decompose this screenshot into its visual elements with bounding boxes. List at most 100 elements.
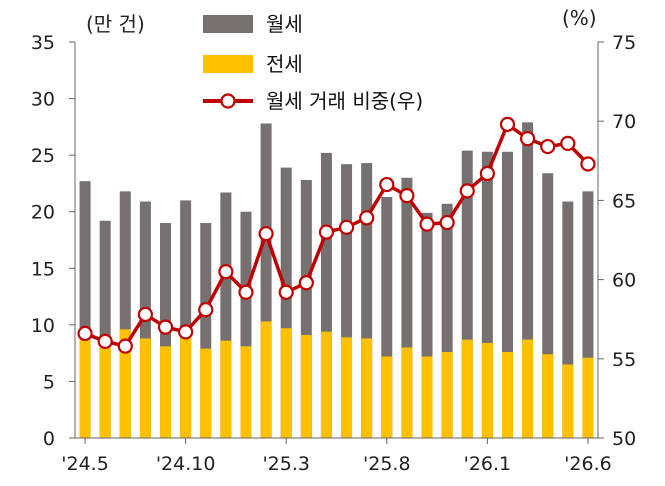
bar-monthly-rent — [501, 151, 513, 438]
bar-jeonse — [562, 364, 574, 438]
bar-jeonse — [320, 331, 332, 438]
bar-jeonse — [542, 354, 554, 438]
left-axis-tick-label: 30 — [31, 89, 55, 111]
left-axis-tick-label: 25 — [31, 145, 55, 167]
bar-jeonse — [300, 335, 312, 438]
right-axis-tick-label: 65 — [612, 190, 636, 212]
bar-monthly-rent — [381, 197, 393, 438]
bar-jeonse — [401, 347, 413, 438]
x-axis-tick-label: '26.6 — [564, 453, 612, 475]
bar-jeonse — [522, 339, 534, 438]
legend: 월세 전세 월세 거래 비중(우) — [203, 12, 423, 113]
bar-jeonse — [200, 348, 212, 438]
left-axis-tick-label: 35 — [31, 32, 55, 54]
right-axis-unit: (%) — [562, 6, 597, 30]
bar-jeonse — [119, 329, 131, 438]
left-axis-tick-label: 5 — [43, 371, 55, 393]
share-line-point — [97, 333, 113, 349]
left-axis-tick-label: 0 — [43, 428, 55, 450]
right-axis-tick-label: 55 — [612, 349, 636, 371]
bar-jeonse — [361, 338, 373, 438]
x-axis-tick-label: '26.1 — [464, 453, 512, 475]
share-line-point — [399, 188, 415, 204]
legend-label-monthly: 월세 — [266, 12, 303, 36]
share-line-point — [137, 306, 154, 323]
bar-jeonse — [260, 321, 272, 438]
bar-jeonse — [441, 352, 453, 438]
bar-monthly-rent — [260, 123, 272, 438]
bar-jeonse — [582, 357, 594, 438]
bar-monthly-rent — [542, 173, 554, 438]
share-line-point — [359, 210, 375, 226]
bar-monthly-rent — [481, 151, 493, 438]
bar-monthly-rent — [320, 152, 332, 438]
share-line-point — [439, 214, 455, 231]
bar-jeonse — [341, 337, 353, 438]
right-axis-tick-label: 60 — [612, 270, 636, 292]
bar-monthly-rent — [119, 191, 131, 438]
left-axis-tick-label: 15 — [31, 258, 55, 280]
axes: 0 5 10 15 20 25 30 35 50 55 60 65 70 75 '24.5 '24.10 '25… — [31, 32, 636, 475]
share-line-point — [379, 176, 395, 193]
bar-jeonse — [79, 328, 91, 438]
share-line-point — [519, 131, 536, 147]
share-line-point — [479, 165, 495, 182]
bar-monthly-rent — [582, 191, 594, 438]
bar-jeonse — [461, 339, 473, 438]
share-line-point — [178, 324, 194, 340]
bar-jeonse — [501, 352, 513, 438]
share-line-point — [580, 156, 596, 172]
bar-jeonse — [481, 342, 493, 438]
bar-monthly-rent — [341, 164, 353, 439]
legend-swatch-share-marker — [220, 93, 236, 109]
bar-jeonse — [139, 338, 151, 438]
bar-monthly-rent — [401, 177, 413, 438]
legend-swatch-jeonse — [203, 55, 253, 73]
series-monthly-rent-bars — [79, 122, 594, 439]
share-line-point — [278, 284, 294, 300]
share-line-point — [258, 226, 274, 242]
share-line-point — [238, 284, 254, 300]
right-axis-tick-label: 50 — [612, 428, 636, 450]
share-line-point — [77, 325, 93, 342]
x-axis-tick-label: '25.8 — [363, 453, 411, 475]
share-line-point — [218, 264, 234, 280]
bar-monthly-rent — [99, 220, 111, 438]
share-line-point — [419, 216, 435, 232]
x-axis-tick-label: '24.10 — [156, 453, 216, 475]
share-line-point — [117, 338, 133, 354]
x-axis-tick-label: '24.5 — [61, 453, 109, 475]
share-line-point — [560, 135, 576, 151]
legend-label-jeonse: 전세 — [266, 52, 303, 76]
bar-monthly-rent — [240, 211, 252, 438]
right-axis-tick-label: 75 — [612, 32, 636, 54]
bar-jeonse — [99, 336, 111, 438]
left-axis-tick-label: 10 — [31, 315, 55, 337]
share-line-point — [198, 302, 214, 318]
series-monthly-share-line — [77, 116, 596, 354]
bar-monthly-rent — [200, 223, 212, 438]
series-jeonse-bars — [79, 321, 594, 438]
bar-monthly-rent — [522, 122, 534, 439]
bar-jeonse — [240, 346, 252, 438]
x-axis-tick-label: '25.3 — [262, 453, 310, 475]
bar-monthly-rent — [180, 200, 192, 438]
bar-jeonse — [220, 340, 232, 438]
left-axis-unit: (만 건) — [86, 12, 145, 36]
share-line-point — [298, 275, 314, 291]
share-line-point — [540, 138, 556, 155]
share-line-point — [459, 183, 475, 199]
share-line-point — [499, 116, 516, 132]
legend-label-share: 월세 거래 비중(우) — [266, 89, 423, 113]
bar-monthly-rent — [300, 180, 312, 438]
bar-monthly-rent — [79, 181, 91, 438]
bar-jeonse — [180, 337, 192, 438]
bar-monthly-rent — [441, 203, 453, 438]
share-line-point — [338, 219, 355, 235]
legend-swatch-monthly — [203, 15, 253, 33]
bar-monthly-rent — [461, 150, 473, 439]
bar-monthly-rent — [421, 212, 433, 438]
bar-jeonse — [381, 356, 393, 438]
bar-monthly-rent — [562, 201, 574, 438]
